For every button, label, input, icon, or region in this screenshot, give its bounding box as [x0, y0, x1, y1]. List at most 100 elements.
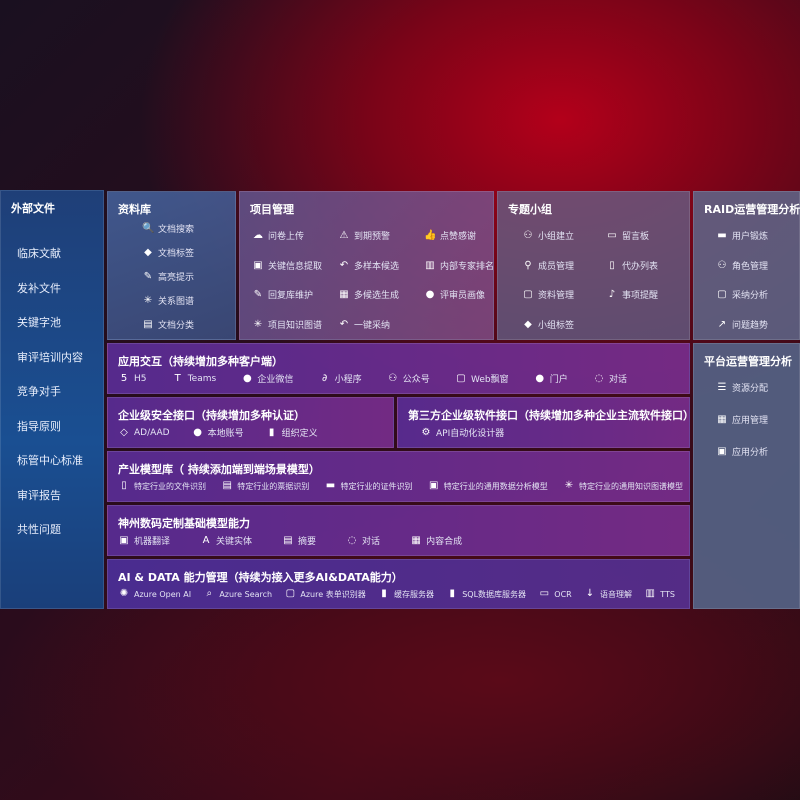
item-bbs[interactable]: ▭ 留言板 — [606, 229, 649, 243]
item-bell[interactable]: ♪ 事项提醒 — [606, 288, 658, 302]
external-item[interactable]: 审评培训内容 — [17, 350, 83, 364]
item-folder[interactable]: ▢ 资料管理 — [522, 288, 574, 302]
item-tag[interactable]: ◆ 小组标签 — [522, 318, 574, 332]
compose-icon: ▦ — [411, 534, 421, 546]
item-ocr[interactable]: ▭ OCR — [538, 588, 572, 600]
ranking-icon: ▥ — [425, 259, 435, 271]
item-graph[interactable]: ✳ 项目知识图谱 — [252, 318, 322, 332]
item-clipboard[interactable]: ▯ 代办列表 — [606, 259, 658, 273]
id-card-icon: ▬ — [717, 229, 727, 241]
ai-title: AI & DATA 能力管理（持续为接入更多AI&DATA能力） — [118, 571, 403, 584]
item-doc-search[interactable]: 🔍 文档搜索 — [142, 222, 194, 236]
item-chat[interactable]: ◌ 对话 — [593, 372, 627, 386]
item-teams[interactable]: T Teams — [172, 373, 217, 385]
platform-title: 平台运营管理分析 — [704, 355, 792, 368]
item-id-card[interactable]: ▬ 用户锻炼 — [716, 229, 768, 243]
external-item[interactable]: 关键字池 — [17, 316, 61, 329]
item-label: 一键采纳 — [354, 321, 391, 331]
group-panel: 专题小组 ⚇ 小组建立 ▭ 留言板 ⚲ 成员管理 ▯ 代办列表 ▢ 资料管理 ♪ 事项提醒 ◆ 小组标签 — [497, 191, 690, 340]
item-graph[interactable]: ✳ 关系图谱 — [142, 294, 194, 308]
external-item[interactable]: 指导原则 — [17, 419, 61, 433]
item-compose[interactable]: ▦ 内容合成 — [410, 534, 462, 548]
pen-icon: ✎ — [143, 270, 153, 282]
item-miniprogram[interactable]: ∂ 小程序 — [319, 372, 362, 386]
item-users[interactable]: ⚇ 角色管理 — [716, 259, 769, 273]
item-entity[interactable]: A 关键实体 — [200, 534, 252, 548]
item-window[interactable]: ▢ Web飘窗 — [455, 372, 508, 386]
item-ranking[interactable]: ▥ 内部专家排名 — [424, 259, 494, 273]
folder-icon: ▢ — [523, 288, 533, 300]
item-group[interactable]: ⚇ 小组建立 — [522, 229, 575, 243]
item-apps[interactable]: ▦ 应用管理 — [716, 413, 768, 427]
item-label: 企业微信 — [257, 375, 294, 385]
item-portal[interactable]: ● 门户 — [534, 372, 567, 386]
item-user[interactable]: ● 评审员画像 — [424, 288, 485, 302]
item-puzzle[interactable]: ▦ 多候选生成 — [338, 288, 399, 302]
ocr-icon: ▭ — [539, 588, 550, 599]
item-reply[interactable]: ↶ 多样本候选 — [338, 259, 399, 273]
item-label: 机器翻译 — [134, 537, 171, 547]
item-qa[interactable]: ▢ 采纳分析 — [716, 288, 768, 302]
item-html5[interactable]: 5 H5 — [118, 373, 147, 385]
item-wecom[interactable]: ● 企业微信 — [241, 372, 294, 386]
portal-icon: ● — [535, 372, 545, 384]
item-checklist[interactable]: ☰ 资源分配 — [716, 381, 769, 395]
openai-icon: ✺ — [119, 588, 129, 599]
item-analysis[interactable]: ▣ 特定行业的通用数据分析模型 — [428, 480, 548, 492]
item-edit[interactable]: ✎ 回复库维护 — [252, 288, 314, 302]
app-title: 应用交互（持续增加多种客户端） — [118, 355, 283, 368]
item-account[interactable]: ● 本地账号 — [192, 426, 243, 440]
item-search[interactable]: ⌕ Azure Search — [203, 588, 273, 600]
ai-data-panel: AI & DATA 能力管理（持续为接入更多AI&DATA能力） ✺ Azure … — [107, 559, 690, 609]
external-item[interactable]: 共性问题 — [17, 523, 61, 536]
item-cloud-upload[interactable]: ☁ 问卷上传 — [252, 229, 304, 243]
item-doc-category[interactable]: ▤ 文档分类 — [142, 318, 194, 332]
platform-panel: 平台运营管理分析 ☰ 资源分配 ▦ 应用管理 ▣ 应用分析 — [693, 343, 800, 609]
item-tag[interactable]: ◆ 文档标签 — [142, 246, 194, 260]
item-org[interactable]: ▮ 组织定义 — [266, 426, 318, 440]
item-pen[interactable]: ✎ 高亮提示 — [142, 270, 194, 284]
item-id-card[interactable]: ▬ 特定行业的证件识别 — [325, 480, 413, 492]
item-tts[interactable]: ▥ TTS — [644, 588, 675, 600]
item-summary[interactable]: ▤ 摘要 — [282, 534, 316, 548]
item-file[interactable]: ▯ 特定行业的文件识别 — [118, 480, 206, 492]
item-user-add[interactable]: ⚲ 成员管理 — [522, 259, 574, 273]
item-alarm[interactable]: ⚠ 到期预警 — [338, 229, 391, 243]
item-label: TTS — [660, 589, 675, 599]
item-official-account[interactable]: ⚇ 公众号 — [387, 372, 430, 386]
item-graph[interactable]: ✳ 特定行业的通用知识图谱模型 — [563, 480, 683, 492]
item-label: 回复库维护 — [268, 291, 314, 301]
base-model-panel: 神州数码定制基础模型能力 ▣ 机器翻译 A 关键实体 ▤ 摘要 ◌ 对话 ▦ 内容合成 — [107, 505, 690, 556]
item-thumbs-up[interactable]: 👍 点赞感谢 — [424, 229, 476, 243]
qa-icon: ▢ — [717, 288, 727, 300]
item-label: 公众号 — [402, 375, 430, 385]
library-title: 资料库 — [118, 203, 151, 216]
external-item[interactable]: 竞争对手 — [17, 385, 61, 398]
external-item[interactable]: 发补文件 — [17, 281, 61, 295]
item-database[interactable]: ▮ SQL数据库服务器 — [446, 588, 526, 600]
item-chart[interactable]: ▣ 应用分析 — [716, 445, 768, 459]
item-label: 语音理解 — [600, 589, 632, 599]
item-trend[interactable]: ↗ 问题趋势 — [716, 318, 768, 332]
item-label: 资源分配 — [732, 384, 769, 394]
tag-icon: ◆ — [144, 246, 152, 258]
external-item[interactable]: 审评报告 — [17, 488, 61, 502]
gear-icon: ⚙ — [421, 426, 431, 438]
external-item[interactable]: 临床文献 — [17, 247, 61, 260]
item-receipt[interactable]: ▤ 特定行业的票据识别 — [221, 480, 310, 492]
item-cache[interactable]: ▮ 缓存服务器 — [378, 588, 434, 600]
item-form[interactable]: ▢ Azure 表单识别器 — [284, 588, 366, 600]
item-chat[interactable]: ◌ 对话 — [346, 534, 380, 548]
item-speech[interactable]: ↓ 语音理解 — [584, 588, 632, 600]
item-gear[interactable]: ⚙ API自动化设计器 — [420, 426, 505, 440]
item-extract[interactable]: ▣ 关键信息提取 — [252, 259, 322, 273]
checklist-icon: ☰ — [717, 381, 727, 393]
item-aad[interactable]: ◇ AD/AAD — [118, 427, 169, 439]
item-translate[interactable]: ▣ 机器翻译 — [118, 534, 171, 548]
item-label: Azure Search — [219, 589, 273, 599]
external-item[interactable]: 标管中心标准 — [17, 454, 83, 467]
doc-category-icon: ▤ — [143, 318, 153, 330]
item-reply[interactable]: ↶ 一键采纳 — [338, 318, 391, 332]
item-openai[interactable]: ✺ Azure Open AI — [118, 588, 191, 600]
library-panel: 资料库 🔍 文档搜索 ◆ 文档标签 ✎ 高亮提示 ✳ 关系图谱 ▤ 文档分类 — [107, 191, 236, 340]
